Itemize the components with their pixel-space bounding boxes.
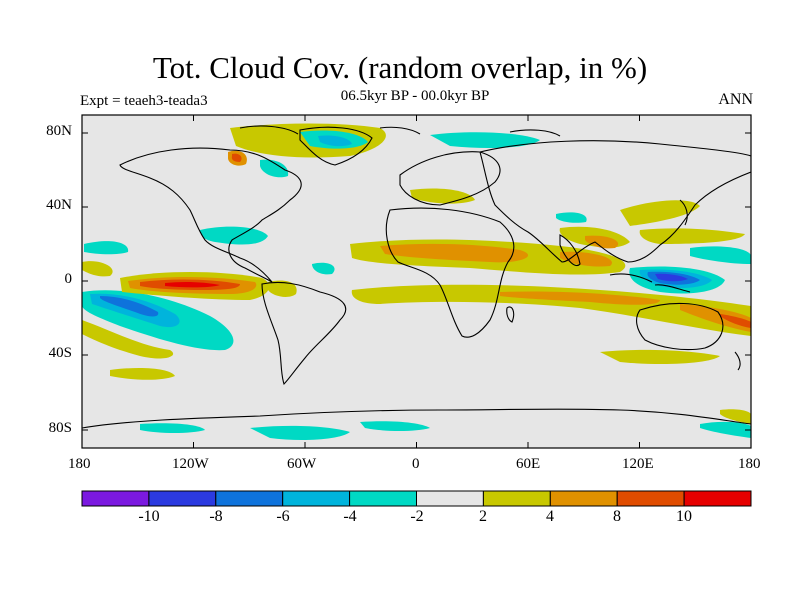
lon-tick-label: 0 xyxy=(412,456,420,472)
anomaly-patch xyxy=(82,261,113,277)
lat-tick-marks xyxy=(82,132,751,431)
anomaly-patch xyxy=(600,349,720,364)
anomaly-field xyxy=(82,123,751,440)
anomaly-patch xyxy=(268,280,297,297)
anomaly-patch xyxy=(700,421,751,438)
anomaly-patch xyxy=(585,235,619,249)
anomaly-patch xyxy=(165,281,220,288)
colorbar-label: 10 xyxy=(676,508,692,525)
anomaly-patch xyxy=(720,314,751,328)
colorbar-swatch xyxy=(148,490,217,507)
season-label: ANN xyxy=(718,91,753,108)
anomaly-patch xyxy=(84,241,129,255)
colorbar-swatch xyxy=(416,490,484,507)
anomaly-patch xyxy=(250,425,350,440)
experiment-label: Expt = teaeh3-teada3 xyxy=(80,93,208,109)
chart-title: Tot. Cloud Cov. (random overlap, in %) xyxy=(152,50,648,85)
colorbar-label: -6 xyxy=(276,508,290,525)
lon-tick-label: 120E xyxy=(622,456,654,472)
anomaly-patch xyxy=(140,423,205,433)
anomaly-patch xyxy=(82,320,174,359)
anomaly-patch xyxy=(690,246,751,264)
colorbar-swatch xyxy=(349,490,418,507)
anomaly-patch xyxy=(200,226,268,245)
colorbar-swatch xyxy=(282,490,351,507)
anomaly-patch xyxy=(312,262,335,275)
colorbar-swatch xyxy=(683,490,752,507)
lat-tick-label: 80S xyxy=(48,420,72,436)
colorbar-label: -4 xyxy=(343,508,357,525)
anomaly-patch xyxy=(380,243,529,263)
anomaly-patch xyxy=(110,368,175,380)
anomaly-patch xyxy=(556,212,587,223)
colorbar-swatch xyxy=(215,490,284,507)
lon-tick-label: 60E xyxy=(516,456,541,472)
anomaly-patch xyxy=(620,200,700,226)
lon-tick-marks xyxy=(81,115,752,448)
anomaly-patch xyxy=(430,132,540,148)
lat-tick-label: 80N xyxy=(46,123,72,139)
anomaly-patch xyxy=(231,153,242,162)
anomaly-patch xyxy=(260,159,289,178)
anomaly-patch xyxy=(360,421,430,431)
anomaly-patch xyxy=(318,135,352,147)
lon-tick-label: 120W xyxy=(172,456,209,472)
colorbar xyxy=(81,490,752,507)
anomaly-patch xyxy=(500,291,660,305)
colorbar-swatch xyxy=(482,490,551,507)
colorbar-label: 8 xyxy=(613,508,621,525)
colorbar-label: 4 xyxy=(546,508,554,525)
anomaly-patch xyxy=(560,251,612,267)
anomaly-patch xyxy=(720,409,751,424)
colorbar-label: -8 xyxy=(209,508,223,525)
anomaly-patch xyxy=(680,304,751,332)
chart-subtitle: 06.5kyr BP - 00.0kyr BP xyxy=(340,88,490,104)
lat-tick-label: 40N xyxy=(46,197,72,213)
colorbar-label: -10 xyxy=(138,508,160,525)
colorbar-label: 2 xyxy=(479,508,487,525)
colorbar-swatch xyxy=(616,490,685,507)
lon-tick-label: 60W xyxy=(287,456,317,472)
lon-tick-label: 180 xyxy=(68,456,91,472)
colorbar-label: -2 xyxy=(410,508,424,525)
colorbar-swatch xyxy=(549,490,618,507)
coastlines xyxy=(82,125,751,429)
lat-tick-label: 40S xyxy=(48,345,72,361)
lat-tick-label: 0 xyxy=(64,271,73,287)
anomaly-patch xyxy=(100,296,159,317)
colorbar-swatch xyxy=(81,490,150,507)
anomaly-patch xyxy=(655,273,688,282)
anomaly-patch xyxy=(351,284,751,336)
lon-tick-label: 180 xyxy=(738,456,761,472)
